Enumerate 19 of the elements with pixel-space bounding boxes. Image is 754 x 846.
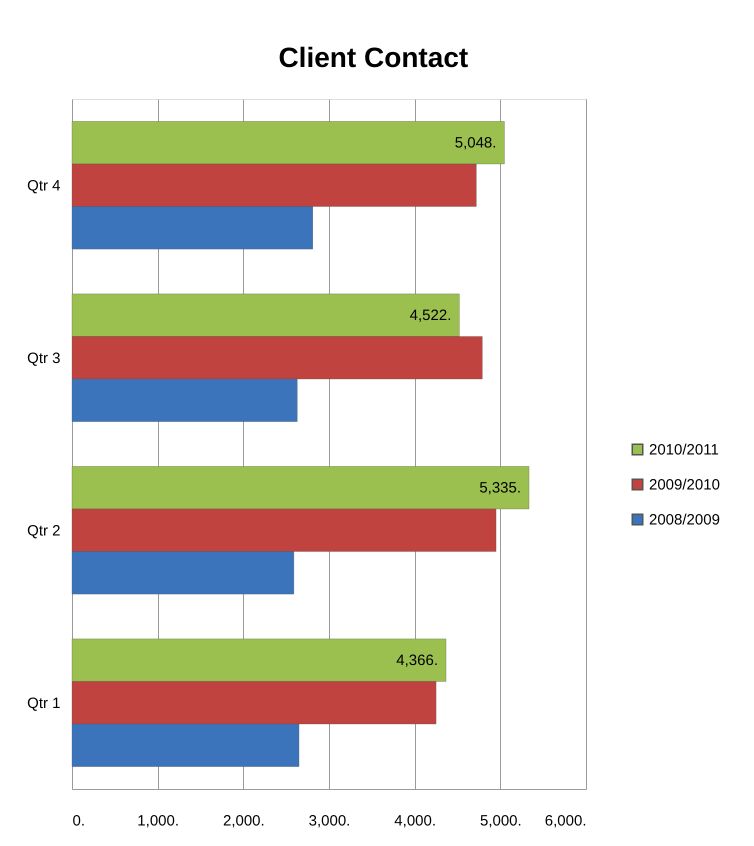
x-tick-label: 4,000. [394, 812, 436, 830]
x-tick-label: 1,000. [137, 812, 180, 830]
x-tick-label: 0. [72, 812, 86, 830]
y-tick-label: Qtr 1 [27, 694, 60, 712]
x-tick-label: 6,000. [544, 812, 586, 830]
y-tick-label: Qtr 4 [27, 177, 60, 194]
legend-label: 2009/2010 [649, 476, 720, 494]
data-label: 5,048. [454, 134, 496, 152]
x-tick-label: 2,000. [222, 812, 265, 830]
data-label: 4,522. [410, 307, 452, 324]
chart-title: Client Contact [278, 42, 468, 73]
legend-label: 2010/2011 [649, 442, 719, 458]
data-label: 5,335. [479, 480, 522, 497]
data-label: 4,366. [396, 652, 438, 670]
legend-label: 2008/2009 [649, 512, 720, 528]
x-tick-label: 5,000. [480, 812, 522, 830]
y-tick-label: Qtr 2 [27, 522, 60, 540]
x-tick-label: 3,000. [308, 812, 350, 830]
y-tick-label: Qtr 3 [27, 350, 60, 367]
